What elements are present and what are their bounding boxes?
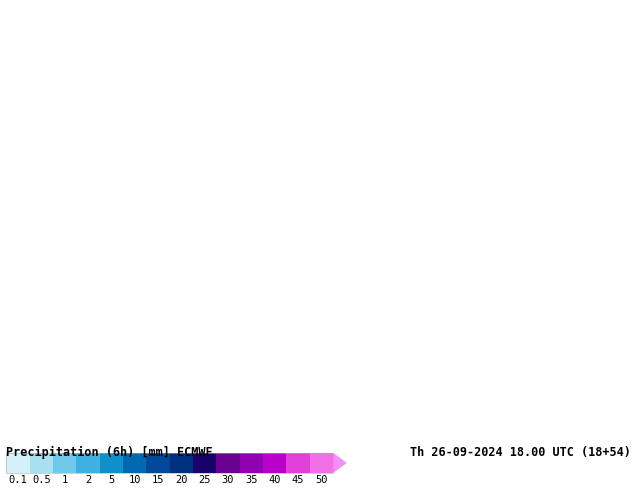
Bar bbox=[216, 453, 240, 473]
Bar bbox=[100, 453, 123, 473]
Text: 45: 45 bbox=[292, 475, 304, 486]
Text: 0.1: 0.1 bbox=[9, 475, 27, 486]
Text: 2: 2 bbox=[85, 475, 91, 486]
Text: 0.5: 0.5 bbox=[32, 475, 51, 486]
Bar bbox=[286, 453, 309, 473]
Bar bbox=[146, 453, 170, 473]
Text: 20: 20 bbox=[175, 475, 188, 486]
Text: 5: 5 bbox=[108, 475, 114, 486]
Text: 30: 30 bbox=[222, 475, 234, 486]
Text: Th 26-09-2024 18.00 UTC (18+54): Th 26-09-2024 18.00 UTC (18+54) bbox=[410, 446, 631, 459]
Bar bbox=[240, 453, 263, 473]
Bar bbox=[263, 453, 286, 473]
Text: 15: 15 bbox=[152, 475, 164, 486]
Bar bbox=[309, 453, 333, 473]
Bar bbox=[6, 453, 333, 473]
Bar bbox=[6, 453, 30, 473]
Text: 50: 50 bbox=[315, 475, 327, 486]
Bar bbox=[170, 453, 193, 473]
Text: 40: 40 bbox=[268, 475, 281, 486]
Bar bbox=[123, 453, 146, 473]
Bar bbox=[76, 453, 100, 473]
Bar bbox=[193, 453, 216, 473]
Polygon shape bbox=[333, 453, 347, 473]
Bar bbox=[30, 453, 53, 473]
Text: 10: 10 bbox=[128, 475, 141, 486]
Text: Precipitation (6h) [mm] ECMWF: Precipitation (6h) [mm] ECMWF bbox=[6, 446, 213, 459]
Text: 25: 25 bbox=[198, 475, 211, 486]
Text: 35: 35 bbox=[245, 475, 257, 486]
Text: 1: 1 bbox=[61, 475, 68, 486]
Bar bbox=[53, 453, 76, 473]
